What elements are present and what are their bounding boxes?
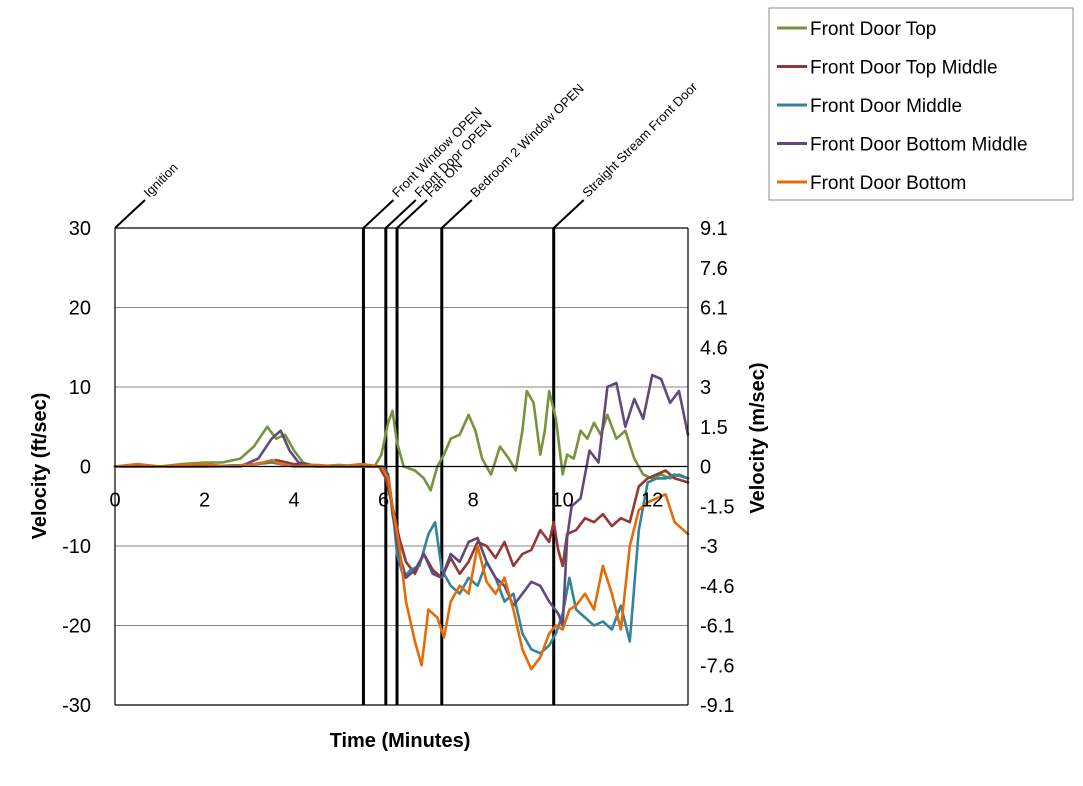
legend-label-5: Front Door Bottom [810, 173, 966, 194]
x-tick-labels: 0 2 4 6 8 10 12 [109, 490, 663, 512]
y-tick-label: -20 [62, 616, 91, 638]
x-tick-label: 2 [199, 490, 210, 512]
y2-tick-label: 7.6 [700, 258, 728, 280]
y2-tick-label: 1.5 [700, 417, 728, 439]
legend-label-1: Front Door Top [810, 19, 936, 40]
y-tick-labels: 30 20 10 0 -10 -20 -30 [62, 218, 91, 717]
y2-tick-label: -6.1 [700, 616, 734, 638]
x-tick-label: 12 [641, 490, 663, 512]
y2-tick-label: -9.1 [700, 695, 734, 717]
y2-tick-label: 4.6 [700, 337, 728, 359]
y2-tick-label: -4.6 [700, 576, 734, 598]
y-tick-label: -10 [62, 536, 91, 558]
y-tick-label: -30 [62, 695, 91, 717]
event-label-1: Ignition [141, 160, 181, 200]
legend-label-2: Front Door Top Middle [810, 58, 998, 79]
y2-tick-label: -7.6 [700, 655, 734, 677]
y2-tick-labels: 9.1 7.6 6.1 4.6 3 1.5 0 -1.5 -3 -4.6 -6.1 -7.6 -9.1 [700, 218, 734, 717]
y-tick-label: 20 [69, 298, 91, 320]
y2-tick-label: 3 [700, 377, 711, 399]
y2-tick-label: -3 [700, 536, 718, 558]
y2-tick-label: 6.1 [700, 298, 728, 320]
event-leader-6 [553, 199, 585, 229]
event-label-5: Bedroom 2 Window OPEN [467, 81, 586, 200]
legend-box [768, 7, 1074, 201]
event-label-6: Straight Stream Front Door [579, 79, 700, 200]
series-line-5 [113, 458, 690, 671]
event-leader-1 [114, 199, 146, 229]
y2-tick-label: -1.5 [700, 496, 734, 518]
event-leader-2 [362, 199, 395, 229]
x-axis-title: Time (Minutes) [330, 730, 471, 752]
legend: Front Door Top Front Door Top Middle Front… [768, 7, 1074, 201]
x-tick-label: 8 [468, 490, 479, 512]
y-tick-label: 0 [80, 457, 91, 479]
legend-label-3: Front Door Middle [810, 96, 962, 117]
event-leader-3 [385, 199, 417, 229]
y2-tick-label: 0 [700, 457, 711, 479]
x-tick-label: 0 [109, 490, 120, 512]
event-leader-5 [441, 199, 473, 229]
legend-label-4: Front Door Bottom Middle [810, 135, 1028, 156]
event-leader-4 [396, 199, 428, 229]
y2-tick-label: 9.1 [700, 218, 728, 240]
x-tick-label: 4 [289, 490, 300, 512]
y-tick-label: 30 [69, 218, 91, 240]
x-tick-label: 10 [552, 490, 574, 512]
y-axis-title: Velocity (ft/sec) [29, 393, 51, 540]
y2-axis-title: Velocity (m/sec) [747, 362, 769, 513]
plot-frame [114, 227, 689, 706]
x-tick-label: 6 [378, 490, 389, 512]
data-series [113, 373, 690, 671]
series-line-4 [113, 373, 690, 627]
y-tick-label: 10 [69, 377, 91, 399]
